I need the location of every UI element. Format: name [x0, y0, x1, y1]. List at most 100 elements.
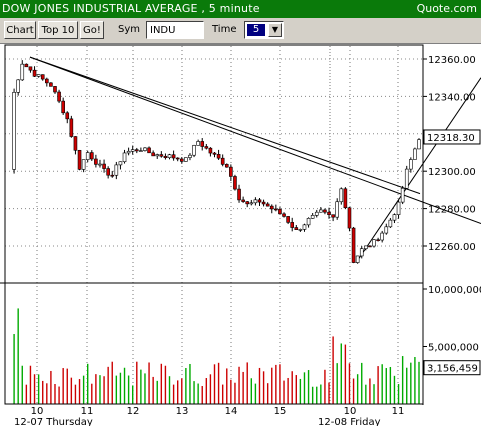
candle-body: [45, 78, 49, 84]
candle-body: [327, 211, 331, 215]
candle-33: [143, 147, 147, 152]
candle-92: [384, 223, 389, 235]
candle-body: [147, 147, 151, 154]
candle-body: [49, 82, 53, 87]
candle-37: [159, 151, 164, 158]
candle-body: [85, 152, 90, 160]
candle-15: [69, 115, 74, 138]
last-volume-label: 3,156,459: [427, 364, 478, 375]
candle-13: [61, 97, 65, 115]
candle-body: [171, 154, 176, 159]
time-select-value: 5: [247, 24, 265, 36]
chart-grid: [5, 46, 423, 404]
candle-95: [396, 199, 401, 219]
date-label-0: 12-07 Thursday: [14, 417, 93, 426]
candle-body: [24, 63, 29, 68]
candle-10: [49, 82, 53, 87]
x-tick-label-3: 13: [176, 406, 189, 417]
candle-body: [229, 166, 233, 177]
candle-body: [90, 152, 94, 160]
candle-body: [257, 199, 262, 203]
candle-98: [409, 157, 413, 173]
candle-46: [196, 139, 200, 146]
candle-75: [314, 209, 319, 218]
candle-78: [327, 207, 331, 219]
candle-body: [155, 154, 160, 157]
candle-body: [274, 208, 278, 211]
candle-53: [224, 163, 229, 168]
candle-76: [319, 207, 323, 213]
candle-body: [139, 150, 143, 152]
candle-body: [69, 118, 74, 137]
toolbar: Chart Top 10 Go! Sym Time 5 ▼: [0, 18, 481, 44]
candle-83: [347, 207, 352, 232]
candle-59: [249, 199, 254, 206]
candle-body: [212, 152, 217, 155]
candle-body: [388, 219, 393, 228]
candle-35: [151, 150, 155, 157]
vol-tick-label-1: 5,000,000: [428, 343, 479, 354]
candle-16: [73, 136, 78, 155]
y-tick-label-4: 12280.00: [428, 205, 476, 216]
candle-60: [253, 197, 258, 206]
candle-31: [134, 147, 139, 154]
y-tick-label-5: 12260.00: [428, 242, 476, 253]
last-volume-box: [423, 360, 481, 376]
candle-body: [40, 74, 45, 80]
candle-body: [94, 158, 98, 165]
candle-body: [61, 100, 65, 114]
price-chart: 12360.0012340.0012320.0012300.0012280.00…: [0, 44, 481, 426]
candle-body: [53, 86, 57, 93]
candle-23: [102, 159, 106, 173]
go-button[interactable]: Go!: [80, 21, 104, 39]
candle-body: [355, 255, 360, 263]
candle-17: [77, 149, 82, 171]
candle-21: [94, 154, 98, 168]
candle-68: [286, 216, 290, 225]
candle-body: [347, 207, 352, 229]
y-tick-label-1: 12340.00: [428, 92, 476, 103]
x-tick-label-2: 12: [127, 406, 140, 417]
candle-body: [16, 79, 20, 93]
candle-50: [212, 151, 217, 158]
chevron-down-icon[interactable]: ▼: [268, 23, 282, 37]
candle-34: [147, 146, 151, 154]
candle-body: [122, 152, 127, 163]
candle-body: [290, 222, 295, 228]
symbol-input[interactable]: [146, 21, 204, 39]
candle-8: [40, 74, 45, 81]
candle-63: [265, 202, 270, 207]
candle-97: [404, 165, 409, 190]
candle-body: [216, 154, 221, 159]
brand-label: Quote.com: [416, 2, 477, 15]
candle-body: [331, 214, 335, 218]
time-interval-select[interactable]: 5 ▼: [244, 21, 284, 39]
candle-32: [139, 147, 143, 152]
candle-12: [57, 89, 61, 104]
plot-border: [4, 44, 424, 405]
candle-body: [417, 139, 421, 150]
top10-button[interactable]: Top 10: [38, 21, 78, 39]
candle-body: [184, 157, 188, 162]
candle-body: [118, 161, 123, 166]
candle-91: [380, 230, 384, 243]
candle-body: [233, 176, 237, 190]
chart-button[interactable]: Chart: [4, 21, 36, 39]
candle-body: [392, 214, 397, 221]
candle-94: [392, 213, 397, 224]
candle-99: [413, 147, 417, 160]
sym-label: Sym: [118, 24, 141, 35]
candle-body: [126, 150, 131, 154]
candle-96: [400, 185, 405, 205]
candle-5: [28, 66, 33, 73]
candle-57: [241, 196, 245, 203]
candle-body: [306, 218, 311, 226]
candle-body: [343, 188, 348, 209]
candle-44: [188, 153, 192, 161]
candle-body: [167, 154, 172, 159]
candle-73: [306, 217, 311, 228]
candle-47: [200, 138, 205, 151]
candle-body: [192, 145, 196, 156]
title-bar: DOW JONES INDUSTRIAL AVERAGE , 5 minute …: [0, 0, 481, 18]
candle-body: [413, 148, 417, 160]
